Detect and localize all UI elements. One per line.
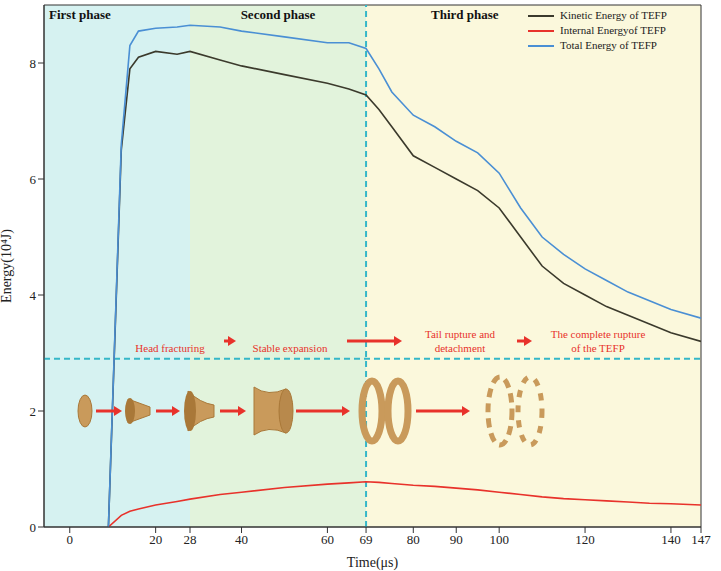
svg-text:80: 80 (407, 532, 420, 547)
svg-text:0: 0 (30, 520, 37, 535)
svg-text:Second phase: Second phase (241, 7, 316, 22)
svg-text:6: 6 (30, 172, 37, 187)
svg-text:8: 8 (30, 56, 37, 71)
svg-text:69: 69 (360, 532, 373, 547)
svg-text:120: 120 (575, 532, 595, 547)
svg-text:140: 140 (661, 532, 681, 547)
svg-text:147: 147 (691, 532, 711, 547)
svg-text:First phase: First phase (49, 7, 111, 22)
svg-text:Tail rupture anddetachment: Tail rupture anddetachment (425, 328, 496, 354)
html-text:Kinetic Energy of TEFP: Kinetic Energy of TEFP (560, 9, 667, 21)
svg-text:Stable expansion: Stable expansion (253, 342, 328, 354)
html-text:Internal Energyof TEFP: Internal Energyof TEFP (560, 24, 666, 36)
svg-text:Time(μs): Time(μs) (347, 555, 399, 571)
svg-text:100: 100 (489, 532, 509, 547)
svg-text:Energy(10⁴J): Energy(10⁴J) (0, 229, 15, 303)
svg-text:The complete ruptureof the TEF: The complete ruptureof the TEFP (551, 328, 646, 354)
svg-text:Third phase: Third phase (431, 7, 499, 22)
svg-text:40: 40 (235, 532, 248, 547)
svg-text:60: 60 (321, 532, 334, 547)
svg-text:0: 0 (67, 532, 74, 547)
svg-text:28: 28 (184, 532, 197, 547)
svg-text:2: 2 (30, 404, 37, 419)
svg-text:4: 4 (30, 288, 37, 303)
svg-text:20: 20 (149, 532, 162, 547)
html-text:Total Energy of TEFP: Total Energy of TEFP (560, 39, 657, 51)
svg-text:Head fracturing: Head fracturing (135, 342, 205, 354)
svg-text:90: 90 (450, 532, 463, 547)
